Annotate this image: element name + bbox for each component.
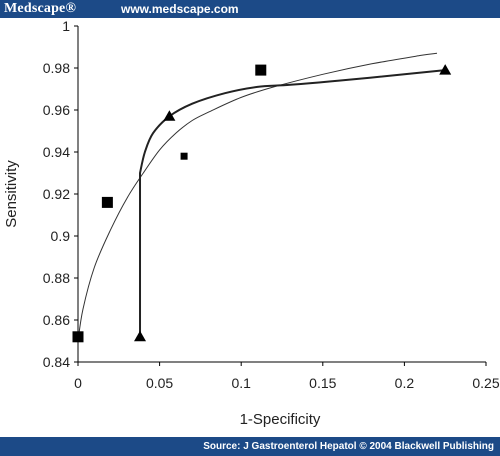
site-url: www.medscape.com	[121, 2, 239, 16]
y-tick-label: 0.96	[43, 102, 70, 118]
x-tick-label: 0.2	[395, 375, 415, 391]
x-tick-label: 0.15	[309, 375, 336, 391]
x-tick-label: 0.1	[231, 375, 251, 391]
x-tick-label: 0.05	[146, 375, 173, 391]
y-tick-label: 1	[62, 18, 70, 34]
y-tick-label: 0.94	[43, 144, 70, 160]
triangle-marker	[134, 330, 147, 342]
header-bar: Medscape® www.medscape.com	[0, 0, 500, 18]
y-tick-label: 0.92	[43, 186, 70, 202]
square-marker	[180, 152, 188, 160]
axes	[74, 25, 487, 366]
thick-fit-curve	[139, 69, 446, 337]
square-marker	[255, 64, 267, 76]
square-marker	[101, 196, 113, 208]
triangle-marker	[439, 64, 452, 75]
x-tick-label: 0	[74, 375, 82, 391]
source-credit: Source: J Gastroenterol Hepatol © 2004 B…	[203, 441, 494, 452]
x-tick-label: 0.25	[472, 375, 499, 391]
labels: 0.84 0.86 0.88 0.9 0.92 0.94 0.96 0.98 1 0 0.05 0.1…	[3, 18, 500, 428]
y-tick-label: 0.98	[43, 60, 70, 76]
x-axis-title: 1-Specificity	[240, 411, 321, 428]
y-tick-label: 0.86	[43, 312, 70, 328]
y-axis-title: Sensitivity	[3, 160, 20, 228]
y-tick-label: 0.84	[43, 354, 70, 370]
curves	[77, 52, 446, 342]
thin-fit-curve	[77, 52, 438, 342]
triangle-marker	[163, 110, 176, 121]
y-tick-label: 0.9	[51, 228, 71, 244]
brand-logo: Medscape®	[4, 1, 77, 16]
markers	[72, 64, 452, 343]
footer-bar: Source: J Gastroenterol Hepatol © 2004 B…	[0, 437, 500, 456]
y-tick-label: 0.88	[43, 270, 70, 286]
square-marker	[72, 331, 84, 343]
